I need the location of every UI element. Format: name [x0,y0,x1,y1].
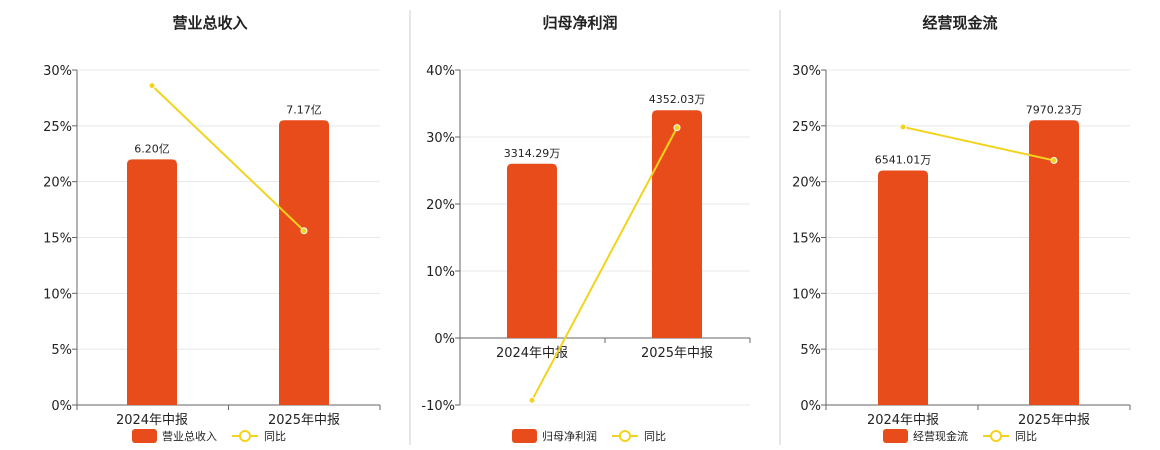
y-tick-label: 10% [426,265,455,280]
legend-line-label: 同比 [1015,430,1037,443]
yoy-line [151,84,305,232]
legend-line-marker [619,430,631,442]
bar [127,159,177,405]
legend-line-label: 同比 [644,430,666,443]
legend-bar-swatch [883,429,908,443]
legend-bar-swatch [512,429,537,443]
y-tick-label: 5% [51,343,72,358]
chart-title: 经营现金流 [922,14,997,32]
legend-bar-swatch [132,429,157,443]
yoy-line [902,125,1055,162]
bar [279,120,329,405]
legend-line-marker [990,430,1002,442]
bar-data-label: 7970.23万 [1026,103,1083,116]
y-tick-label: 30% [43,64,72,79]
x-tick-label: 2024年中报 [496,346,568,361]
yoy-point [899,123,907,131]
y-tick-label: 20% [43,176,72,191]
chart-panel-2: 归母净利润 -10% 0% 10% 20% 30% 40% 3314.29万 2024年中报 43… [421,14,751,443]
yoy-point [528,396,536,404]
legend-line-marker [239,430,251,442]
bar-data-label: 4352.03万 [649,93,706,106]
x-tick-label: 2024年中报 [116,413,188,428]
yoy-point [673,124,681,132]
y-tick-label: 0% [434,332,455,347]
y-tick-label: 20% [792,176,821,191]
bar [1029,120,1079,405]
bar [652,110,702,338]
y-tick-label: 40% [426,64,455,79]
bar-data-label: 3314.29万 [504,147,561,160]
y-tick-label: -10% [421,399,455,414]
bar [507,163,557,338]
y-tick-label: 10% [43,287,72,302]
x-tick-label: 2024年中报 [867,413,939,428]
legend-bar-label: 经营现金流 [913,429,968,443]
legend-bar-label: 营业总收入 [162,429,217,443]
yoy-point [1050,156,1058,164]
legend-bar-label: 归母净利润 [542,429,597,443]
x-tick-label: 2025年中报 [641,346,713,361]
y-tick-label: 10% [792,287,821,302]
chart-panel-3: 经营现金流 0% 5% 10% 15% 20% 25% 30% 6541.01万 2024年中报 7… [792,14,1131,443]
chart-title: 营业总收入 [172,14,247,32]
y-tick-label: 25% [43,120,72,135]
y-tick-label: 0% [51,399,72,414]
y-tick-label: 5% [800,343,821,358]
yoy-line [531,127,678,401]
bar [878,170,928,405]
chart-title: 归母净利润 [542,14,617,32]
yoy-point [300,227,308,235]
y-tick-label: 30% [792,64,821,79]
y-tick-label: 25% [792,120,821,135]
x-tick-label: 2025年中报 [268,413,340,428]
y-tick-label: 0% [800,399,821,414]
y-tick-label: 20% [426,198,455,213]
bar-data-label: 6.20亿 [134,142,170,155]
y-tick-label: 15% [792,232,821,247]
y-tick-label: 30% [426,131,455,146]
chart-panel-1: 营业总收入 0% 5% 10% 15% 20% 25% 30% 6.20亿 2024年中报 7.17… [43,14,381,443]
bar-data-label: 6541.01万 [875,154,932,167]
x-tick-label: 2025年中报 [1018,413,1090,428]
y-tick-label: 15% [43,232,72,247]
bar-data-label: 7.17亿 [286,103,322,116]
yoy-point [148,82,156,90]
legend-line-label: 同比 [264,430,286,443]
